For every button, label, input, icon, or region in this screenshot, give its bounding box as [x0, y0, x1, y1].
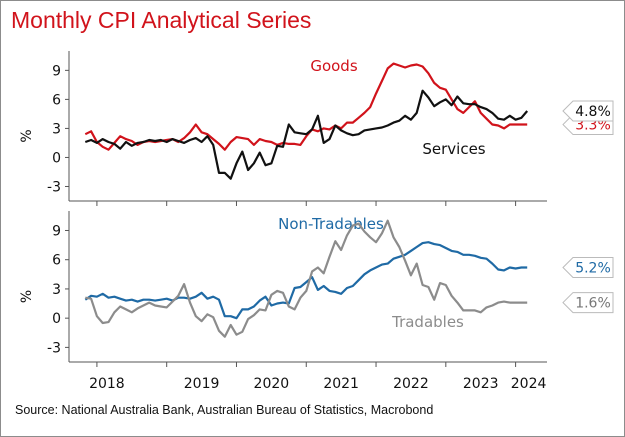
end-value-label-tradables: 1.6% — [575, 296, 611, 312]
y-tick-label: 9 — [52, 223, 61, 239]
source-note: Source: National Australia Bank, Austral… — [15, 403, 434, 417]
y-tick-label: 3 — [52, 121, 61, 137]
x-tick-label: 2020 — [254, 376, 290, 392]
end-value-label-non-tradables: 5.2% — [575, 261, 611, 277]
series-line-tradables — [85, 219, 528, 338]
y-tick-label: -3 — [47, 179, 61, 195]
y-axis-label: % — [19, 129, 35, 142]
x-tick-label: 2024 — [511, 376, 547, 392]
x-tick-label: 2021 — [323, 376, 359, 392]
y-tick-label: 3 — [52, 282, 61, 298]
cpi-chart: -3 0 3 6 9% Goods 3.3% Services 4.8% -3 0 3 6 9% Non-T… — [19, 51, 614, 392]
series-line-non-tradables — [84, 241, 528, 320]
y-tick-label: 6 — [52, 92, 61, 108]
series-label-tradables: Tradables — [391, 313, 464, 331]
y-tick-label: 0 — [52, 311, 61, 327]
end-value-label-services: 4.8% — [575, 104, 611, 120]
x-tick-label: 2018 — [89, 376, 125, 392]
x-tick-label: 2023 — [463, 376, 499, 392]
end-value-callout-tradables — [562, 292, 614, 314]
series-label-goods: Goods — [310, 57, 357, 75]
series-line-services — [84, 89, 529, 180]
y-axis-label: % — [19, 290, 35, 303]
x-tick-label: 2022 — [393, 376, 429, 392]
y-tick-label: 9 — [52, 63, 61, 79]
x-tick-label: 2019 — [184, 376, 220, 392]
series-label-non-tradables: Non-Tradables — [278, 215, 384, 233]
y-tick-label: 0 — [52, 150, 61, 166]
series-line-goods — [84, 62, 528, 151]
y-tick-label: -3 — [47, 340, 61, 356]
end-value-callout-services — [562, 100, 614, 122]
y-tick-label: 6 — [52, 253, 61, 269]
end-value-label-goods: 3.3% — [575, 118, 611, 134]
end-value-callout-non-tradables — [562, 257, 614, 279]
series-label-services: Services — [422, 140, 485, 158]
chart-title: Monthly CPI Analytical Series — [11, 7, 312, 33]
